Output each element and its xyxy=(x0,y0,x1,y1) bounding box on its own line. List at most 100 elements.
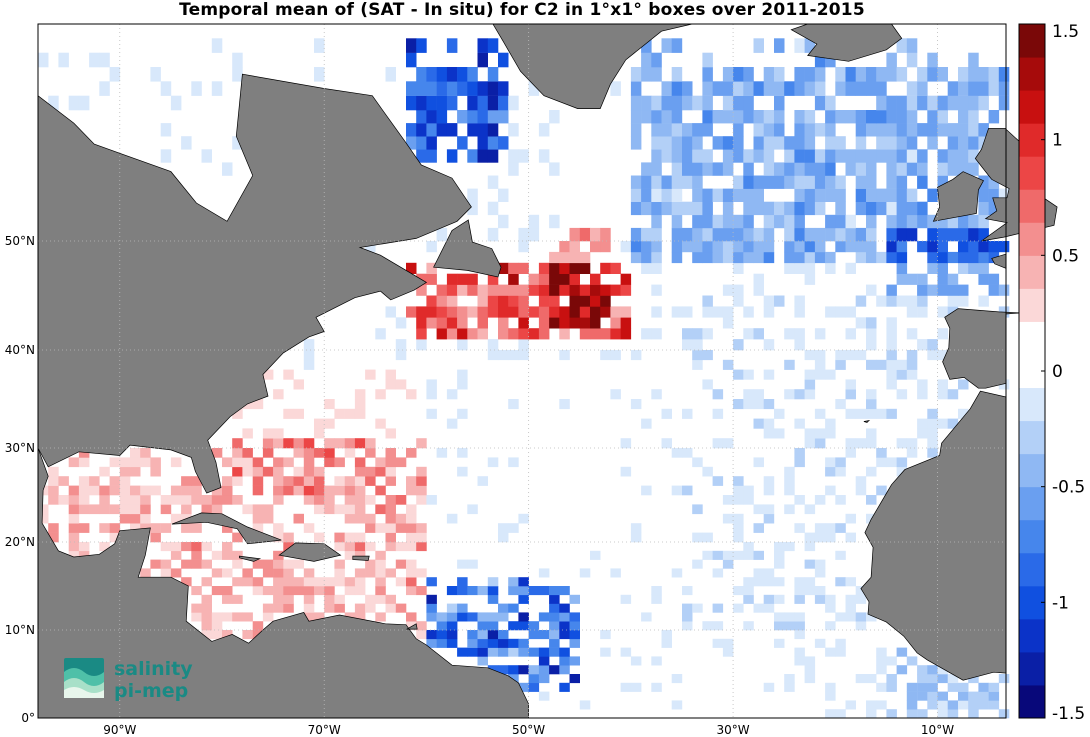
heatmap-cell xyxy=(38,52,49,68)
heatmap-cell xyxy=(927,241,938,253)
heatmap-cell xyxy=(181,485,192,496)
heatmap-cell xyxy=(784,485,795,496)
heatmap-cell xyxy=(600,630,611,640)
grid-lines xyxy=(38,24,1006,718)
heatmap-cell xyxy=(917,339,928,351)
colorbar-segment xyxy=(1019,420,1045,455)
heatmap-cell xyxy=(825,466,836,477)
heatmap-cell xyxy=(457,612,468,622)
heatmap-cell xyxy=(130,513,141,524)
heatmap-cell xyxy=(866,227,877,242)
heatmap-cell xyxy=(763,418,775,429)
heatmap-cell xyxy=(661,408,672,419)
heatmap-cell xyxy=(518,284,529,296)
heatmap-cell xyxy=(855,485,867,496)
heatmap-cell xyxy=(508,399,519,410)
heatmap-cell xyxy=(682,81,693,96)
heatmap-cell xyxy=(702,532,713,543)
heatmap-cell xyxy=(314,418,325,429)
heatmap-cell xyxy=(804,38,816,53)
heatmap-cell xyxy=(385,379,396,390)
heatmap-cell xyxy=(682,586,693,596)
heatmap-cell xyxy=(855,227,867,242)
heatmap-cell xyxy=(426,149,437,163)
heatmap-cell xyxy=(395,542,407,552)
heatmap-cell xyxy=(385,504,396,515)
heatmap-cell xyxy=(743,485,754,496)
heatmap-cell xyxy=(958,123,969,137)
heatmap-cell xyxy=(487,621,499,631)
heatmap-cell xyxy=(855,149,867,163)
heatmap-cell xyxy=(937,67,948,82)
heatmap-cell xyxy=(590,284,601,296)
heatmap-cell xyxy=(743,95,754,111)
heatmap-cell xyxy=(518,149,529,163)
heatmap-cell xyxy=(784,328,795,340)
heatmap-cell xyxy=(559,656,570,666)
heatmap-cell xyxy=(344,550,356,560)
heatmap-cell xyxy=(436,612,448,622)
heatmap-cell xyxy=(763,603,775,613)
heatmap-cell xyxy=(906,81,918,96)
heatmap-cell xyxy=(569,317,580,329)
heatmap-cell xyxy=(385,513,396,524)
heatmap-cell xyxy=(365,594,376,604)
heatmap-cell xyxy=(354,603,366,613)
heatmap-cell xyxy=(283,568,294,578)
heatmap-cell xyxy=(630,532,642,543)
heatmap-cell xyxy=(324,448,335,458)
heatmap-cell xyxy=(211,621,223,631)
heatmap-cell xyxy=(722,550,734,560)
heatmap-cell xyxy=(825,682,836,692)
heatmap-cell xyxy=(814,67,826,82)
heatmap-cell xyxy=(293,408,304,419)
heatmap-cell xyxy=(354,532,366,543)
heatmap-cell xyxy=(620,284,632,296)
heatmap-cell xyxy=(630,188,642,202)
heatmap-cell xyxy=(722,306,734,318)
heatmap-cell xyxy=(354,513,366,524)
heatmap-cell xyxy=(947,682,959,692)
heatmap-cell xyxy=(467,306,478,318)
heatmap-cell xyxy=(733,95,744,111)
heatmap-cell xyxy=(722,162,734,176)
heatmap-cell xyxy=(753,523,764,533)
y-tick-label: 40°N xyxy=(5,343,35,357)
salinity-pimep-logo xyxy=(62,654,202,704)
heatmap-cell xyxy=(794,495,805,505)
heatmap-cell xyxy=(743,389,754,400)
heatmap-cell xyxy=(610,317,621,329)
heatmap-cell xyxy=(876,700,887,710)
heatmap-cell xyxy=(354,476,366,486)
heatmap-cell xyxy=(917,379,928,390)
heatmap-cell xyxy=(702,550,713,560)
heatmap-cell xyxy=(876,67,887,82)
heatmap-cell xyxy=(998,188,1010,202)
heatmap-cell xyxy=(896,241,908,253)
heatmap-cell xyxy=(794,188,805,202)
heatmap-cell xyxy=(763,67,775,82)
heatmap-cell xyxy=(937,328,948,340)
heatmap-cell xyxy=(906,95,918,111)
heatmap-cell xyxy=(651,214,662,229)
heatmap-cell xyxy=(385,306,396,318)
heatmap-cell xyxy=(610,350,621,361)
heatmap-cell xyxy=(508,328,519,340)
heatmap-cell xyxy=(354,612,366,622)
heatmap-cell xyxy=(406,52,417,68)
heatmap-cell xyxy=(416,630,427,640)
heatmap-cell xyxy=(784,262,795,274)
heatmap-cell xyxy=(140,568,151,578)
heatmap-cell xyxy=(692,214,703,229)
heatmap-cell xyxy=(845,306,856,318)
heatmap-cell xyxy=(262,603,274,613)
heatmap-cell xyxy=(528,630,540,640)
heatmap-cell xyxy=(866,709,877,719)
heatmap-cell xyxy=(794,418,805,429)
heatmap-cell xyxy=(814,123,826,137)
heatmap-cell xyxy=(406,262,417,274)
heatmap-cell xyxy=(814,350,826,361)
heatmap-cell xyxy=(804,262,816,274)
heatmap-cell xyxy=(814,227,826,242)
heatmap-cell xyxy=(303,350,315,361)
